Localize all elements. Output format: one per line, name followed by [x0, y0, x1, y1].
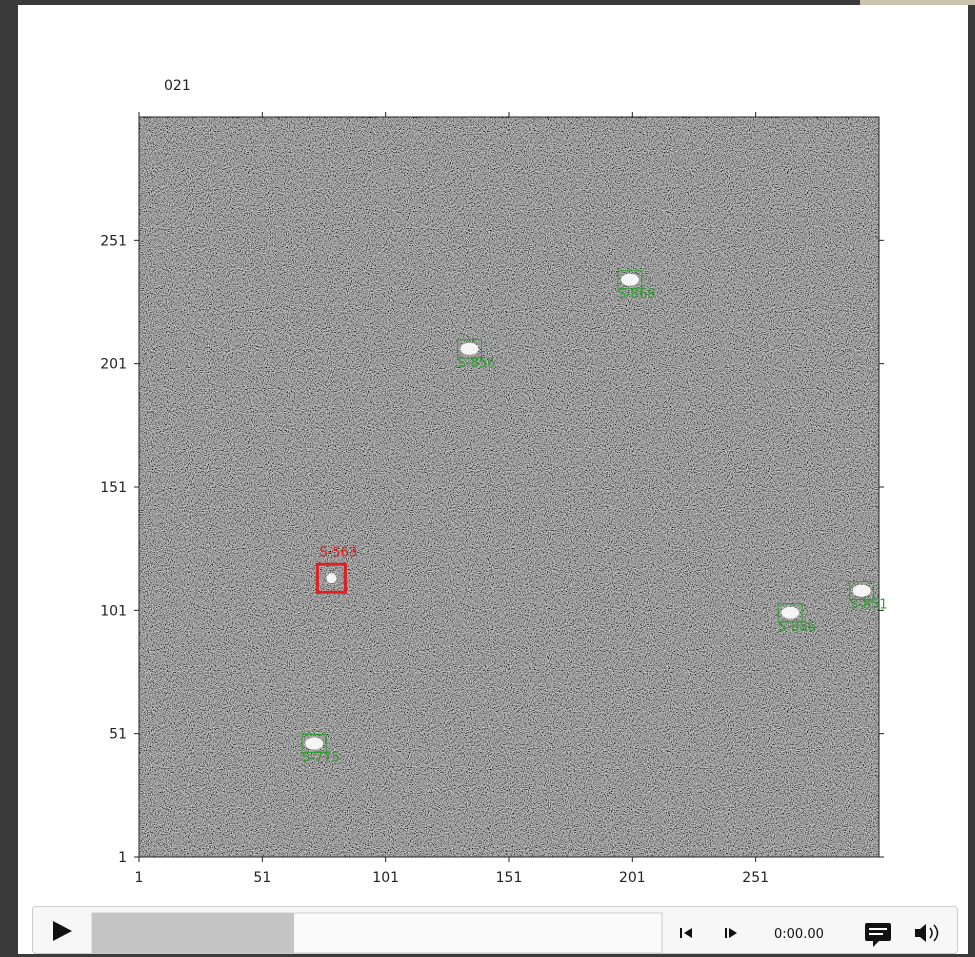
source-blob [853, 585, 871, 597]
detection-label: S-886 [778, 620, 816, 635]
y-tick-label: 151 [100, 480, 127, 496]
player-controls: 0:00.00 [33, 907, 957, 953]
y-tick-label: 251 [100, 233, 127, 249]
x-tick-label: 201 [619, 870, 646, 886]
y-tick-label: 51 [109, 727, 127, 743]
image-noise [139, 117, 879, 857]
y-tick-label: 201 [100, 357, 127, 373]
play-button[interactable] [53, 921, 72, 941]
page: 021 151101151201251151101151201251S-868S… [0, 0, 975, 954]
volume-button[interactable] [915, 924, 938, 942]
source-blob [326, 573, 336, 583]
x-tick-label: 51 [253, 870, 271, 886]
detection-label: S-868 [618, 287, 656, 302]
y-tick-label: 1 [118, 850, 127, 866]
x-tick-label: 151 [496, 870, 523, 886]
captions-button[interactable] [865, 923, 891, 947]
y-tick-label: 101 [100, 603, 127, 619]
x-tick-label: 101 [372, 870, 399, 886]
prev-frame-button[interactable] [680, 928, 692, 938]
source-blob [621, 274, 639, 286]
detection-label: S-851 [850, 598, 888, 613]
frame-title: 021 [164, 78, 191, 94]
detection-label: S-775 [302, 751, 340, 766]
video-player: 0:00.00 [32, 906, 958, 954]
detection-label: S-563 [319, 545, 357, 560]
x-tick-label: 251 [742, 870, 769, 886]
source-blob [305, 738, 323, 750]
time-display: 0:00.00 [774, 927, 824, 942]
detection-label: S-856 [458, 356, 496, 371]
source-blob [461, 343, 479, 355]
next-frame-button[interactable] [725, 928, 737, 938]
progress-buffer [92, 913, 294, 953]
source-blob [781, 607, 799, 619]
x-tick-label: 1 [135, 870, 144, 886]
